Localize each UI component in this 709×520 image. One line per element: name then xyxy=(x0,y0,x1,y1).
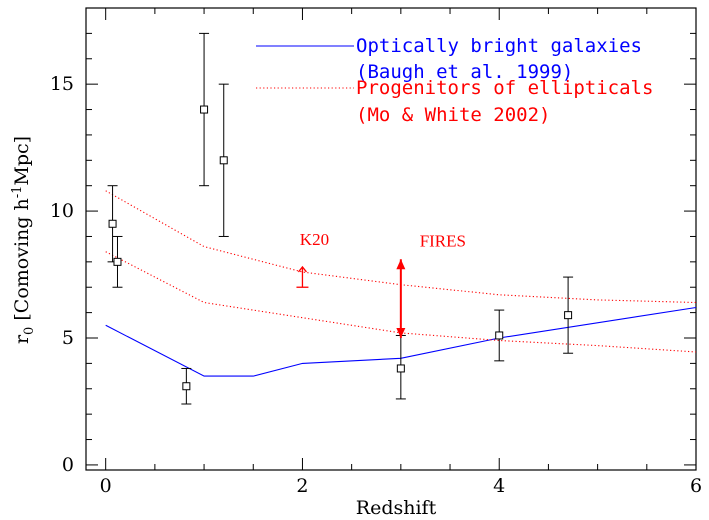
data-point xyxy=(107,185,118,263)
y-axis-label-units: [Comoving h xyxy=(11,198,33,326)
data-marker-square xyxy=(182,382,191,391)
x-tick-label: 6 xyxy=(690,475,702,497)
data-point xyxy=(181,367,192,405)
y-axis-label-subscript: 0 xyxy=(22,327,37,335)
y-axis-label-mpc: Mpc] xyxy=(11,136,33,186)
data-point xyxy=(112,235,123,288)
data-point xyxy=(199,32,210,187)
data-marker-square xyxy=(495,331,504,340)
y-tick-label: 10 xyxy=(50,200,74,222)
data-marker-square xyxy=(564,311,573,320)
data-point xyxy=(218,83,229,237)
data-point xyxy=(494,309,505,362)
k20-lower-limit: K20 xyxy=(296,230,329,288)
x-tick-label: 0 xyxy=(100,475,112,497)
k20-arrowhead xyxy=(297,265,307,273)
axis-ticks: 0 2 4 6 0 5 10 15 xyxy=(50,8,702,497)
fires-range: FIRES xyxy=(396,231,466,338)
fires-arrowhead-down xyxy=(396,328,406,338)
y-tick-label: 0 xyxy=(62,454,74,476)
data-marker-square xyxy=(113,257,122,266)
data-marker-square xyxy=(200,105,209,114)
data-point xyxy=(563,276,574,354)
plot-frame xyxy=(85,7,697,471)
x-tick-label: 2 xyxy=(296,475,308,497)
legend-reference-optical: (Baugh et al. 1999) xyxy=(356,61,573,83)
y-tick-label: 15 xyxy=(50,73,74,95)
data-marker-square xyxy=(396,364,405,373)
x-axis-label: Redshift xyxy=(356,497,437,519)
survey-annotations: K20 FIRES xyxy=(296,230,466,338)
fires-label: FIRES xyxy=(420,231,466,250)
y-axis-label: r0 [Comoving h-1Mpc] xyxy=(10,136,37,344)
legend-reference-progenitors: (Mo & White 2002) xyxy=(356,104,550,126)
observed-data-points xyxy=(107,32,574,405)
fires-arrowhead-up xyxy=(396,259,406,270)
y-axis-label-superscript: -1 xyxy=(10,186,25,199)
x-tick-label: 4 xyxy=(493,475,505,497)
k20-label: K20 xyxy=(300,230,329,249)
legend-label-progenitors: Progenitors of ellipticals xyxy=(356,77,653,99)
data-marker-square xyxy=(108,219,117,228)
y-tick-label: 5 xyxy=(62,327,74,349)
data-marker-square xyxy=(219,156,228,165)
legend: Optically bright galaxies (Baugh et al. 1… xyxy=(256,35,653,126)
legend-label-optical: Optically bright galaxies xyxy=(356,35,642,57)
y-axis-label-r: r xyxy=(11,334,33,344)
data-point xyxy=(395,334,406,400)
plot-border xyxy=(85,7,697,471)
